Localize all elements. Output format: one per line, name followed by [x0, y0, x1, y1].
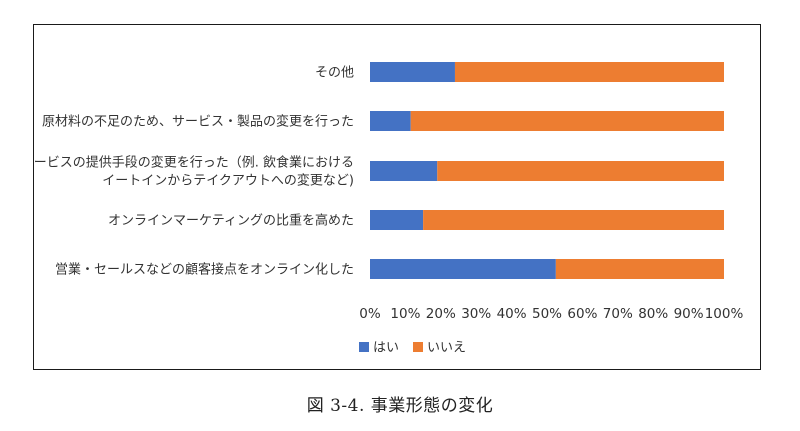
x-tick-label-3: 30%	[461, 306, 491, 322]
category-label-3-line-0: オンラインマーケティングの比重を高めた	[108, 213, 354, 229]
category-label-0: その他	[315, 66, 354, 81]
x-tick-label-6: 60%	[567, 306, 597, 322]
bar-no-1	[410, 111, 724, 131]
category-label-3: オンラインマーケティングの比重を高めた	[108, 213, 354, 229]
x-tick-label-4: 40%	[497, 306, 527, 322]
x-tick-label-9: 90%	[674, 306, 704, 322]
legend-label-1: いいえ	[427, 341, 466, 356]
bar-yes-4	[370, 259, 556, 279]
bar-no-2	[437, 161, 724, 181]
bar-no-0	[454, 62, 724, 82]
bar-yes-3	[370, 210, 424, 230]
x-tick-label-1: 10%	[390, 306, 420, 322]
bar-yes-1	[370, 111, 411, 131]
bar-no-4	[555, 259, 724, 279]
category-label-4: 営業・セールスなどの顧客接点をオンライン化した	[55, 262, 354, 278]
bar-no-3	[423, 210, 724, 230]
category-label-4-line-0: 営業・セールスなどの顧客接点をオンライン化した	[55, 262, 354, 278]
figure-caption: 図 3-4. 事業形態の変化	[306, 396, 494, 416]
legend-swatch-0	[359, 342, 369, 352]
category-label-1-line-0: 原材料の不足のため、サービス・製品の変更を行った	[42, 114, 354, 130]
x-tick-label-8: 80%	[638, 306, 668, 322]
category-label-1: 原材料の不足のため、サービス・製品の変更を行った	[42, 114, 354, 130]
x-tick-label-2: 20%	[426, 306, 456, 322]
category-label-0-line-0: その他	[315, 66, 354, 81]
stacked-bar-chart: その他原材料の不足のため、サービス・製品の変更を行ったサービスの提供手段の変更を…	[34, 62, 744, 356]
chart-frame: その他原材料の不足のため、サービス・製品の変更を行ったサービスの提供手段の変更を…	[33, 24, 761, 370]
category-label-2: サービスの提供手段の変更を行った（例. 飲食業におけるイートインからテイクアウト…	[34, 155, 354, 189]
legend-label-0: はい	[373, 341, 399, 356]
category-label-2-line-0: サービスの提供手段の変更を行った（例. 飲食業における	[34, 155, 354, 171]
x-tick-label-5: 50%	[532, 306, 562, 322]
bar-yes-2	[370, 161, 438, 181]
bar-yes-0	[370, 62, 455, 82]
x-tick-label-0: 0%	[359, 306, 381, 322]
x-tick-label-10: 100%	[705, 306, 744, 322]
x-tick-label-7: 70%	[603, 306, 633, 322]
legend-swatch-1	[413, 342, 423, 352]
category-label-2-line-1: イートインからテイクアウトへの変更など)	[102, 173, 354, 189]
